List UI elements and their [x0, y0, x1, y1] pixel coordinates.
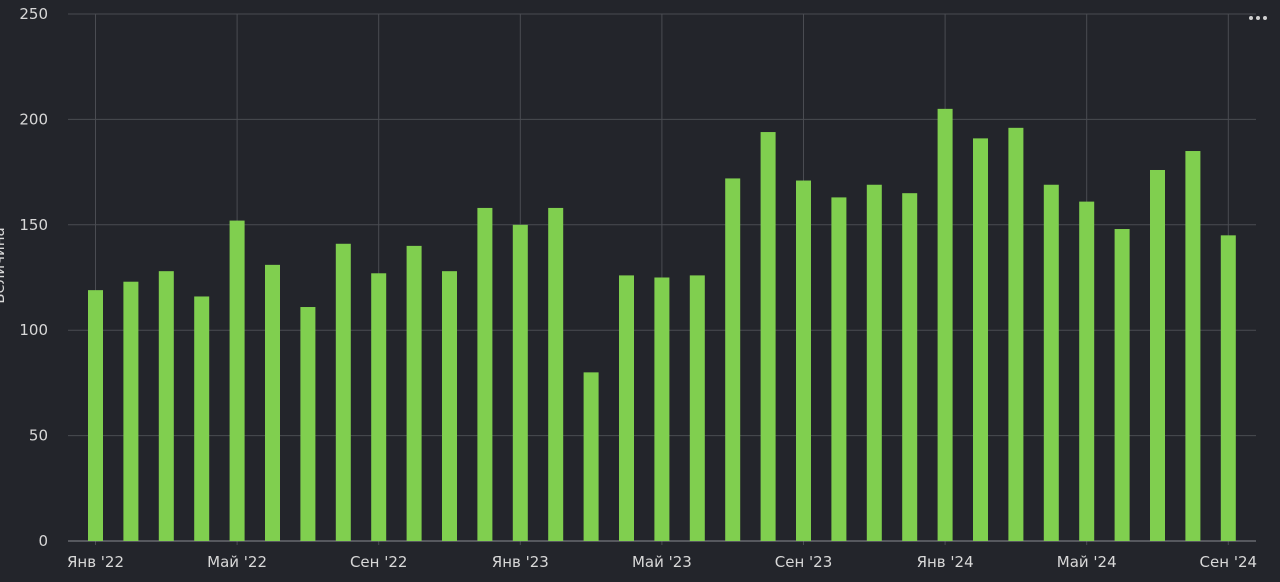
- bar[interactable]: 152: [229, 220, 245, 542]
- bar[interactable]: 126: [689, 275, 705, 541]
- x-tick-label: Май '22: [207, 553, 267, 571]
- bar[interactable]: 205: [937, 108, 953, 542]
- bar[interactable]: 163: [831, 197, 847, 541]
- bar[interactable]: 171: [796, 180, 811, 542]
- bar[interactable]: 169: [1043, 184, 1059, 542]
- bar[interactable]: 127: [371, 273, 387, 541]
- bar[interactable]: 185: [1185, 151, 1201, 541]
- x-tick-label: Сен '22: [350, 553, 408, 571]
- bar[interactable]: 150: [512, 224, 528, 542]
- bar[interactable]: 158: [477, 207, 493, 541]
- y-axis-title: Величина: [0, 227, 8, 303]
- bar[interactable]: 145: [1220, 235, 1236, 541]
- bar[interactable]: 196: [1008, 127, 1024, 541]
- bar[interactable]: 126: [619, 275, 634, 541]
- x-tick-label: Май '23: [632, 553, 692, 571]
- x-axis-ticks: Янв '22 Май '22 Сен '22 Янв '23 Май '23 Сен '…: [67, 553, 1257, 571]
- bar[interactable]: 123: [123, 281, 139, 541]
- x-tick-label: Сен '24: [1200, 553, 1258, 571]
- bar[interactable]: 80: [583, 372, 599, 541]
- bar[interactable]: 140: [406, 245, 422, 541]
- bar[interactable]: 111: [300, 307, 316, 541]
- x-tick-label: Янв '24: [917, 553, 974, 571]
- y-tick-label: 250: [19, 5, 48, 23]
- bar[interactable]: 125: [654, 277, 670, 542]
- y-tick-label: 100: [19, 321, 48, 339]
- bar-series: 119 123 128 116 152 131 111 141 127 140 128 158 150 1…: [88, 108, 1236, 542]
- y-axis-ticks: 0 50 100 150 200 250: [19, 5, 48, 550]
- more-horizontal-icon: [1256, 16, 1260, 20]
- bar[interactable]: 172: [725, 178, 741, 541]
- y-tick-label: 200: [19, 110, 48, 128]
- bar[interactable]: 158: [548, 207, 564, 541]
- x-tick-label: Янв '23: [492, 553, 549, 571]
- y-tick-label: 150: [19, 216, 48, 234]
- bar[interactable]: 131: [265, 264, 280, 541]
- bar[interactable]: 161: [1079, 201, 1095, 541]
- bar[interactable]: 128: [442, 271, 457, 541]
- bar[interactable]: 165: [902, 193, 918, 541]
- bar[interactable]: 119: [88, 290, 103, 541]
- bar[interactable]: 141: [335, 243, 351, 541]
- bar[interactable]: 116: [194, 296, 210, 541]
- bar[interactable]: 128: [158, 271, 174, 541]
- y-tick-label: 50: [29, 427, 48, 445]
- more-horizontal-icon: [1263, 16, 1267, 20]
- more-options-button[interactable]: [1246, 8, 1270, 28]
- bar[interactable]: 148: [1114, 229, 1130, 542]
- x-tick-label: Янв '22: [67, 553, 124, 571]
- more-horizontal-icon: [1249, 16, 1253, 20]
- bar[interactable]: 176: [1150, 169, 1165, 541]
- x-tick-label: Сен '23: [775, 553, 833, 571]
- x-tick-label: Май '24: [1057, 553, 1117, 571]
- bar[interactable]: 169: [866, 184, 882, 542]
- bar[interactable]: 191: [973, 138, 988, 541]
- bar[interactable]: 194: [760, 132, 776, 541]
- y-tick-label: 0: [38, 532, 48, 550]
